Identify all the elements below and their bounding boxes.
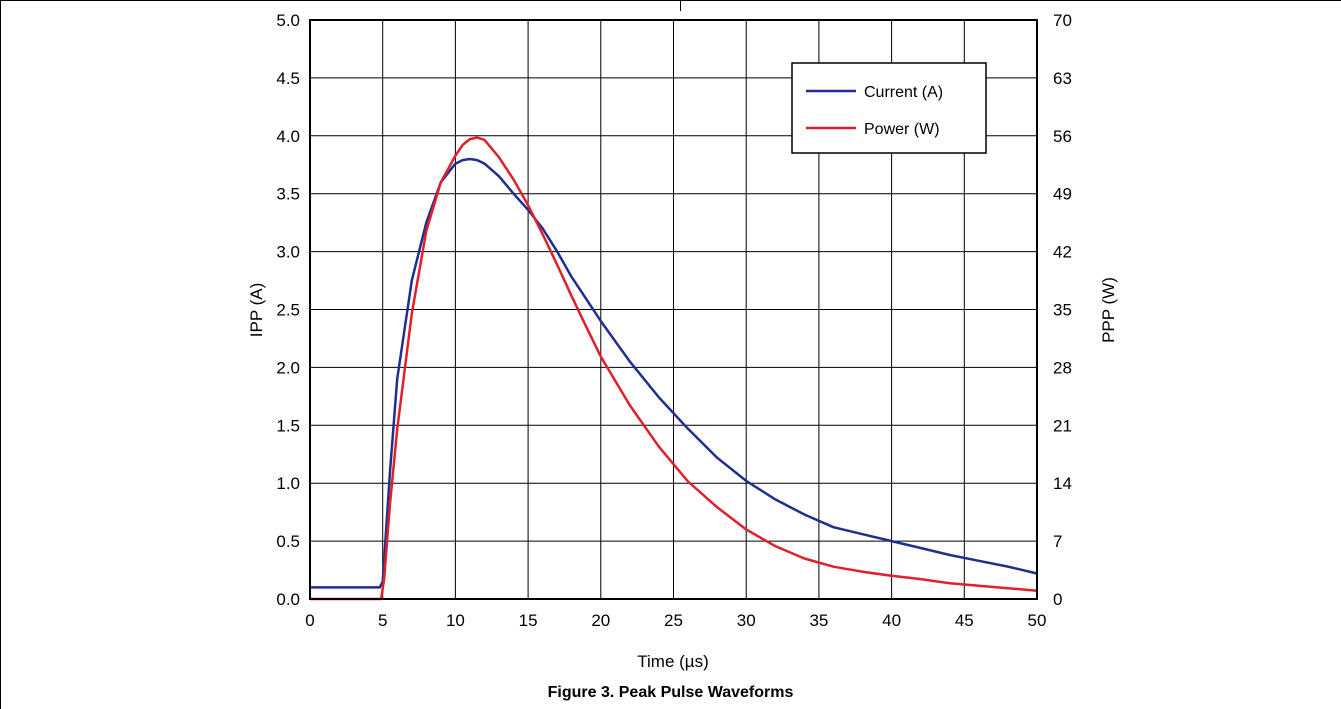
y-right-tick-label: 63	[1053, 69, 1072, 88]
x-tick-label: 20	[591, 611, 610, 630]
figure-caption: Figure 3. Peak Pulse Waveforms	[547, 684, 794, 701]
y-left-tick-label: 5.0	[276, 11, 300, 30]
y-right-tick-label: 0	[1053, 590, 1062, 609]
y-left-tick-label: 4.0	[276, 127, 300, 146]
y-right-tick-label: 42	[1053, 243, 1072, 262]
y-left-tick-label: 0.5	[276, 532, 300, 551]
y-left-tick-label: 3.0	[276, 243, 300, 262]
legend-power-label: Power (W)	[864, 121, 940, 138]
x-tick-label: 0	[305, 611, 314, 630]
legend-current-label: Current (A)	[864, 84, 943, 101]
y-right-tick-label: 7	[1053, 532, 1062, 551]
plot-border	[309, 19, 1038, 600]
y-left-tick-label: 2.0	[276, 358, 300, 377]
y-right-tick-label: 56	[1053, 127, 1072, 146]
y-right-tick-label: 70	[1053, 11, 1072, 30]
x-tick-label: 35	[809, 611, 828, 630]
y-right-axis-title: PPP (W)	[1099, 277, 1118, 343]
y-left-tick-labels: 0.0 0.5 1.0 1.5 2.0 2.5 3.0 3.5 4.0 4.5 5.0	[276, 11, 300, 609]
y-left-tick-label: 0.0	[276, 590, 300, 609]
x-tick-label: 15	[519, 611, 538, 630]
y-right-tick-label: 35	[1053, 301, 1072, 320]
x-tick-label: 10	[446, 611, 465, 630]
y-left-tick-label: 1.5	[276, 416, 300, 435]
x-tick-label: 45	[955, 611, 974, 630]
y-left-tick-label: 3.5	[276, 185, 300, 204]
x-tick-label: 50	[1028, 611, 1047, 630]
y-left-tick-label: 4.5	[276, 69, 300, 88]
current-series-line	[310, 157, 1038, 589]
x-tick-label: 40	[882, 611, 901, 630]
x-tick-label: 30	[737, 611, 756, 630]
frame-top-border	[0, 0, 1341, 1]
x-tick-labels: 0 5 10 15 20 25 30 35 40 45 50	[305, 611, 1046, 630]
x-tick-label: 25	[664, 611, 683, 630]
y-right-tick-label: 21	[1053, 416, 1072, 435]
y-right-tick-label: 49	[1053, 185, 1072, 204]
y-left-tick-label: 1.0	[276, 474, 300, 493]
frame-divider-tick	[680, 0, 681, 11]
frame-left-border	[0, 0, 1, 709]
y-right-tick-labels: 0 7 14 21 28 35 42 49 56 63 70	[1053, 11, 1072, 609]
x-tick-label: 5	[378, 611, 387, 630]
x-axis-title: Time (µs)	[637, 652, 709, 671]
y-left-tick-label: 2.5	[276, 301, 300, 320]
legend: Current (A) Power (W)	[791, 62, 987, 154]
power-series-line	[310, 136, 1038, 601]
series-lines	[310, 136, 1038, 601]
y-left-axis-title: IPP (A)	[247, 283, 266, 337]
legend-box	[791, 62, 987, 154]
y-right-tick-label: 28	[1053, 358, 1072, 377]
y-right-tick-label: 14	[1053, 474, 1072, 493]
